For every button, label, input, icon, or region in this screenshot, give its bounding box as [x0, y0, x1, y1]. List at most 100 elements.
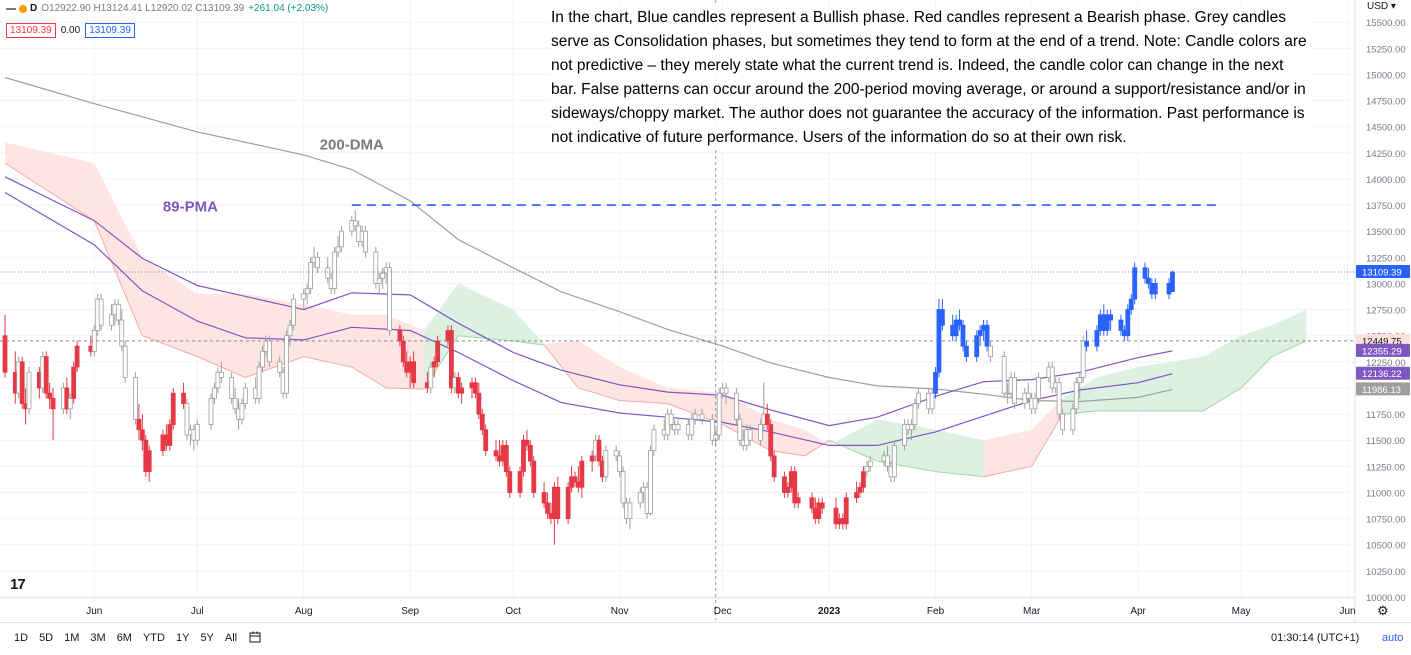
candle [1073, 377, 1079, 415]
range-button-ytd[interactable]: YTD [142, 632, 165, 644]
price-tick-label: 10000.00 [1366, 593, 1406, 604]
cloud-edge [513, 340, 545, 346]
chevron-down-icon: ▾ [1390, 1, 1396, 12]
candle-body [885, 455, 890, 467]
sell-button[interactable]: 13109.39 [6, 23, 56, 38]
candle [974, 330, 980, 362]
candle [527, 440, 533, 467]
cloud-segment [351, 314, 387, 388]
candle [232, 387, 238, 415]
candle-body [1073, 382, 1079, 410]
gear-icon[interactable]: ⚙ [1377, 603, 1389, 618]
clock-label[interactable]: 01:30:14 (UTC+1) [1271, 632, 1360, 644]
candle [747, 424, 753, 446]
candle-body [929, 392, 935, 410]
candle [483, 424, 489, 456]
candle [1094, 325, 1100, 352]
candle [1170, 270, 1175, 292]
candle [1118, 314, 1124, 336]
price-tick-label: 13000.00 [1366, 279, 1406, 290]
candle-body [1001, 356, 1007, 394]
candle-body [768, 424, 774, 457]
candle [620, 466, 626, 509]
symbol-badge[interactable]: D [6, 3, 37, 14]
candle-body [974, 335, 980, 357]
candle-body [637, 492, 643, 504]
candle [854, 482, 859, 503]
auto-scale-button[interactable]: auto [1382, 632, 1404, 644]
price-tick-label: 15500.00 [1366, 18, 1406, 29]
cloud-edge [543, 344, 579, 389]
range-button-1m[interactable]: 1M [64, 632, 80, 644]
candle [411, 351, 417, 388]
tradingview-logo-icon[interactable]: 17 [10, 576, 26, 593]
candle [555, 476, 561, 524]
range-button-all[interactable]: All [224, 632, 238, 644]
candle-body [260, 350, 265, 368]
candle-body [857, 486, 863, 493]
candle-body [891, 445, 897, 478]
candle-body [541, 492, 547, 504]
time-tick-label: 2023 [818, 606, 841, 617]
candle [689, 414, 695, 441]
candle-body [960, 324, 966, 347]
candle [861, 466, 866, 493]
candle [146, 445, 152, 483]
ichimoku-cloud [4, 142, 1307, 478]
candle [212, 382, 217, 404]
candle [136, 403, 142, 441]
price-axis-bg [1355, 0, 1411, 622]
candle [723, 382, 729, 404]
range-button-6m[interactable]: 6M [116, 632, 132, 644]
candle-body [579, 460, 585, 488]
candle-body [335, 246, 341, 253]
range-button-1y[interactable]: 1Y [175, 632, 190, 644]
candle [939, 299, 945, 331]
candle [541, 482, 547, 509]
cloud-edge [93, 220, 143, 336]
range-button-5y[interactable]: 5Y [200, 632, 214, 644]
candle [617, 450, 623, 477]
candle [387, 262, 392, 336]
calendar-icon[interactable] [249, 631, 261, 643]
candle [737, 414, 743, 446]
buy-button[interactable]: 13109.39 [85, 23, 135, 38]
candle [857, 482, 863, 498]
candle-body [291, 298, 296, 326]
candle-body [74, 345, 80, 368]
cloud-segment [1272, 309, 1307, 357]
candle-body [67, 398, 73, 410]
candle-body [620, 471, 626, 504]
range-button-5d[interactable]: 5D [39, 632, 54, 644]
candle-body [71, 366, 77, 399]
candle [768, 419, 774, 462]
cloud-segment [829, 419, 878, 462]
candle [335, 236, 341, 258]
range-button-3m[interactable]: 3M [90, 632, 106, 644]
candle-body [1070, 408, 1076, 431]
candle [977, 325, 983, 347]
price-tick-label: 11250.00 [1366, 462, 1405, 473]
candle-body [795, 497, 801, 504]
candle-body [47, 392, 53, 399]
candle-body [953, 319, 959, 337]
candle [459, 382, 465, 404]
candle-body [26, 371, 32, 410]
candle-body [473, 382, 478, 394]
candle-body [352, 220, 358, 227]
candle [435, 335, 441, 368]
candle-body [699, 413, 705, 420]
candle [304, 283, 310, 305]
candle [229, 372, 235, 404]
candle [1036, 372, 1041, 404]
candle [1060, 408, 1065, 435]
candle [308, 257, 313, 294]
candle [74, 340, 80, 373]
candle-body [668, 413, 674, 425]
currency-selector[interactable]: USD ▾ [1367, 1, 1396, 12]
range-button-1d[interactable]: 1D [14, 632, 29, 644]
candle-body [1049, 366, 1055, 389]
price-tick-label: 14750.00 [1366, 97, 1406, 108]
bottom-toolbar: 1D 5D 1M 3M 6M YTD 1Y 5Y All 01:30:14 (UTC+1) au… [0, 622, 1411, 655]
